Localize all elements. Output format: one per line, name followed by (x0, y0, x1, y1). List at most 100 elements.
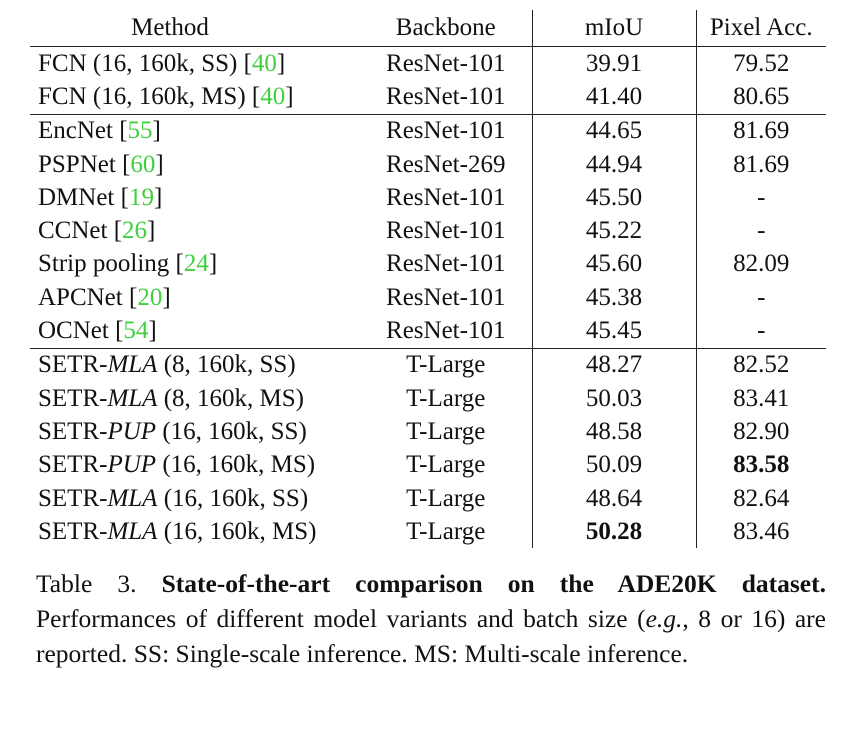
header-method: Method (131, 14, 209, 41)
pixel-acc-cell: 83.46 (695, 515, 826, 549)
pixel-acc-cell: 82.64 (695, 481, 826, 516)
miou-cell: 45.60 (531, 247, 696, 282)
method-name: APCNet (38, 283, 123, 311)
method-suffix: (16, 160k, MS) (157, 517, 317, 545)
method-name: EncNet (38, 117, 113, 145)
backbone-cell: T-Large (406, 451, 486, 479)
method-cell: SETR-MLA (8, 160k, MS) (30, 382, 360, 415)
method-variant: PUP (107, 417, 157, 445)
pixel-acc-cell: 79.52 (695, 46, 826, 81)
caption-text-1: Performances of different model variants… (36, 604, 646, 633)
method-variant: MLA (107, 384, 158, 412)
method-variant: PUP (107, 451, 157, 479)
pixel-acc-cell: 82.52 (695, 347, 826, 382)
results-table: Method Backbone mIoU Pixel Acc. FCN (16,… (30, 10, 826, 549)
backbone-cell: T-Large (360, 347, 532, 382)
citation-link[interactable]: 26 (122, 217, 148, 245)
method-suffix: (16, 160k, MS) (156, 451, 316, 479)
pixel-acc-cell: 81.69 (695, 147, 826, 182)
backbone-cell: ResNet-101 (360, 113, 532, 148)
group-fcn: FCN (16, 160k, SS) [40] ResNet-101 39.91 79… (30, 46, 826, 115)
backbone-cell: ResNet-101 (386, 317, 506, 345)
group-prior-methods: EncNet [55] ResNet-101 44.65 81.69 PSPNet [6… (30, 113, 826, 349)
header-pixel-acc: Pixel Acc. (695, 10, 826, 47)
miou-cell: 41.40 (531, 80, 696, 115)
miou-cell: 50.03 (531, 381, 696, 416)
method-name: PSPNet (38, 150, 116, 178)
backbone-cell: ResNet-101 (386, 183, 506, 211)
backbone-cell: T-Large (406, 384, 486, 412)
citation-link[interactable]: 24 (183, 250, 209, 278)
table-row: SETR-MLA (8, 160k, MS) T-Large 50.03 83.41 (30, 381, 826, 416)
table-row: FCN (16, 160k, MS) [40] ResNet-101 41.40 80… (30, 80, 826, 115)
method-cell: OCNet [54] (38, 317, 157, 345)
miou-cell: 50.28 (531, 515, 696, 549)
pixel-acc-cell: 83.41 (695, 381, 826, 416)
method-name: Strip pooling (38, 250, 170, 278)
miou-cell: 45.50 (531, 181, 696, 215)
method-prefix: SETR- (38, 351, 108, 379)
pixel-acc-cell: 83.58 (695, 448, 826, 482)
method-name: FCN (16, 160k, SS) (38, 49, 238, 77)
pixel-acc-cell: - (695, 314, 826, 349)
citation-link[interactable]: 55 (127, 117, 153, 145)
method-variant: MLA (107, 351, 158, 379)
method-cell: DMNet [19] (38, 183, 163, 211)
method-cell: EncNet [55] (30, 113, 360, 148)
method-cell: SETR-MLA (16, 160k, MS) (30, 515, 360, 548)
table-header: Method Backbone mIoU Pixel Acc. (30, 10, 826, 47)
citation-link[interactable]: 40 (260, 82, 286, 110)
method-name: CCNet (38, 217, 108, 245)
table-row: CCNet [26] ResNet-101 45.22- (30, 214, 826, 248)
pixel-acc-cell: - (695, 214, 826, 248)
method-name: DMNet (38, 183, 115, 211)
backbone-cell: T-Large (406, 484, 486, 512)
method-cell: FCN (16, 160k, SS) [40] (30, 46, 360, 81)
citation-link[interactable]: 40 (251, 49, 277, 77)
caption-eg: e.g. (645, 604, 683, 633)
caption-label: Table 3. (36, 569, 137, 598)
method-suffix: (8, 160k, MS) (157, 384, 304, 412)
citation-link[interactable]: 19 (128, 183, 154, 211)
backbone-cell: ResNet-101 (386, 283, 506, 311)
method-cell: Strip pooling [24] (38, 250, 218, 278)
table-row: OCNet [54] ResNet-101 45.45- (30, 314, 826, 349)
method-suffix: (16, 160k, SS) (157, 484, 309, 512)
method-cell: SETR-PUP (16, 160k, MS) (30, 449, 360, 482)
backbone-cell: ResNet-101 (360, 46, 532, 81)
miou-cell: 48.64 (531, 481, 696, 516)
table-row: PSPNet [60] ResNet-269 44.94 81.69 (30, 147, 826, 182)
table-row: SETR-PUP (16, 160k, MS) T-Large 50.09 83.58 (30, 448, 826, 482)
citation-link[interactable]: 60 (130, 150, 156, 178)
table-row: Strip pooling [24] ResNet-101 45.60 82.09 (30, 247, 826, 282)
miou-cell: 39.91 (531, 46, 696, 81)
method-cell: CCNet [26] (38, 217, 156, 245)
method-prefix: SETR- (38, 517, 108, 545)
method-variant: MLA (107, 517, 158, 545)
citation-link[interactable]: 20 (137, 283, 163, 311)
backbone-cell: ResNet-101 (386, 217, 506, 245)
method-cell: PSPNet [60] (38, 150, 164, 178)
miou-cell: 50.09 (531, 448, 696, 482)
pixel-acc-cell: 82.09 (695, 247, 826, 282)
pixel-acc-cell: 81.69 (695, 113, 826, 148)
pixel-acc-cell: 80.65 (695, 80, 826, 115)
citation-link[interactable]: 54 (123, 317, 149, 345)
method-prefix: SETR- (38, 451, 108, 479)
method-variant: MLA (107, 484, 158, 512)
table-row: DMNet [19] ResNet-101 45.50- (30, 181, 826, 215)
pixel-acc-cell: 82.90 (695, 415, 826, 449)
method-prefix: SETR- (38, 384, 108, 412)
method-prefix: SETR- (38, 417, 108, 445)
group-setr: SETR-MLA (8, 160k, SS) T-Large 48.27 82.52 S… (30, 347, 826, 549)
pixel-acc-cell: - (695, 281, 826, 315)
miou-cell: 45.22 (531, 214, 696, 248)
backbone-cell: T-Large (406, 417, 486, 445)
miou-cell: 45.38 (531, 281, 696, 315)
table-row: SETR-MLA (16, 160k, MS) T-Large 50.28 83.46 (30, 515, 826, 549)
table-row: EncNet [55] ResNet-101 44.65 81.69 (30, 113, 826, 148)
method-name: OCNet (38, 317, 109, 345)
backbone-cell: ResNet-269 (386, 150, 506, 178)
caption-title: State-of-the-art comparison on the ADE20… (161, 569, 826, 598)
